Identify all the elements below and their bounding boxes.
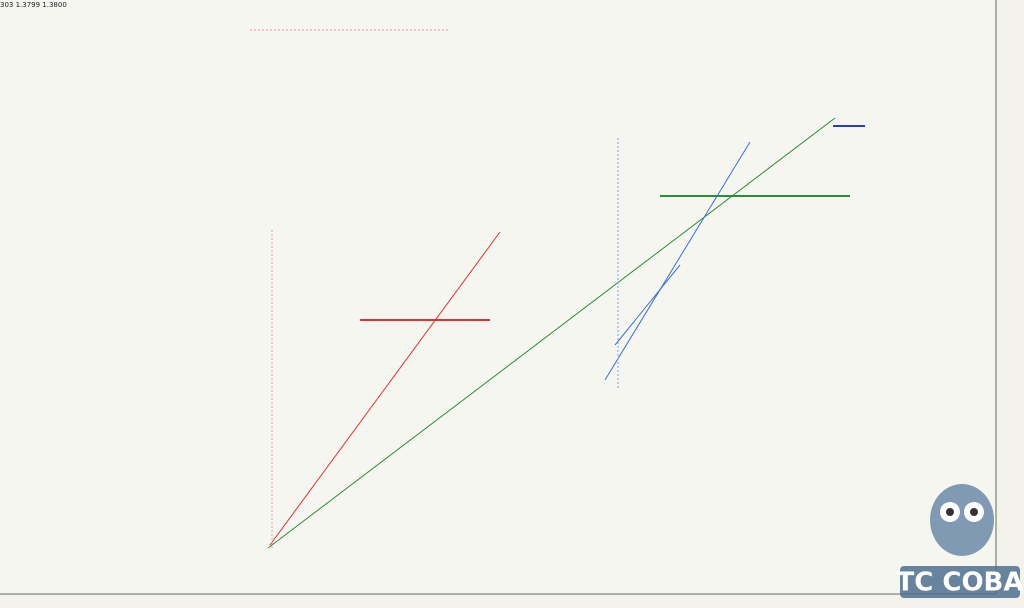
logo: TC СОВА	[897, 484, 1024, 598]
trend-line	[267, 117, 836, 549]
trend-line	[604, 141, 751, 381]
logo-text: TC СОВА	[897, 568, 1024, 598]
trend-line	[614, 264, 681, 346]
header: 303 1.3799 1.3800	[0, 1, 67, 9]
trend-line	[269, 231, 501, 546]
plot-area	[0, 0, 996, 594]
